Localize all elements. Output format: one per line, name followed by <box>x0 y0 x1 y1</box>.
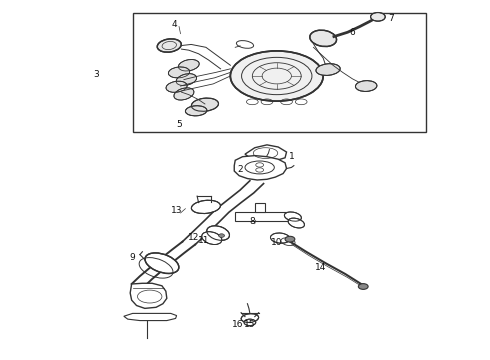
Polygon shape <box>255 203 265 212</box>
Text: 15: 15 <box>244 320 256 329</box>
Ellipse shape <box>145 253 179 274</box>
Ellipse shape <box>241 314 259 323</box>
Text: 12: 12 <box>188 233 199 242</box>
Text: 5: 5 <box>176 120 182 129</box>
Ellipse shape <box>284 212 301 221</box>
Text: 1: 1 <box>289 152 294 161</box>
Ellipse shape <box>176 74 196 85</box>
Polygon shape <box>245 145 287 161</box>
Ellipse shape <box>192 200 220 213</box>
Ellipse shape <box>370 13 385 21</box>
Ellipse shape <box>270 233 290 243</box>
Ellipse shape <box>316 64 340 75</box>
Text: 8: 8 <box>249 217 255 226</box>
Text: 3: 3 <box>93 70 99 79</box>
Text: 11: 11 <box>198 237 209 246</box>
Ellipse shape <box>355 81 377 91</box>
Text: 10: 10 <box>271 238 283 247</box>
Text: 16: 16 <box>232 320 244 329</box>
Ellipse shape <box>185 106 207 116</box>
Text: 6: 6 <box>350 28 355 37</box>
Ellipse shape <box>178 59 199 71</box>
Bar <box>133 13 426 132</box>
Polygon shape <box>130 283 167 309</box>
Ellipse shape <box>174 88 194 100</box>
Ellipse shape <box>169 67 190 78</box>
Text: 7: 7 <box>389 14 394 23</box>
Ellipse shape <box>230 51 323 101</box>
Ellipse shape <box>166 81 187 93</box>
Ellipse shape <box>285 236 295 242</box>
Ellipse shape <box>157 39 181 52</box>
Polygon shape <box>235 212 289 221</box>
Text: 14: 14 <box>315 264 326 273</box>
Ellipse shape <box>192 98 219 111</box>
Polygon shape <box>124 314 176 320</box>
Ellipse shape <box>288 218 304 228</box>
Text: 9: 9 <box>130 253 136 262</box>
Ellipse shape <box>202 232 222 244</box>
Ellipse shape <box>358 284 368 289</box>
Polygon shape <box>234 156 287 180</box>
Text: 13: 13 <box>171 206 182 215</box>
Ellipse shape <box>310 30 337 46</box>
Text: 2: 2 <box>237 165 243 174</box>
Text: 4: 4 <box>172 19 177 28</box>
Ellipse shape <box>207 226 229 240</box>
Ellipse shape <box>219 234 224 237</box>
Ellipse shape <box>244 319 256 325</box>
